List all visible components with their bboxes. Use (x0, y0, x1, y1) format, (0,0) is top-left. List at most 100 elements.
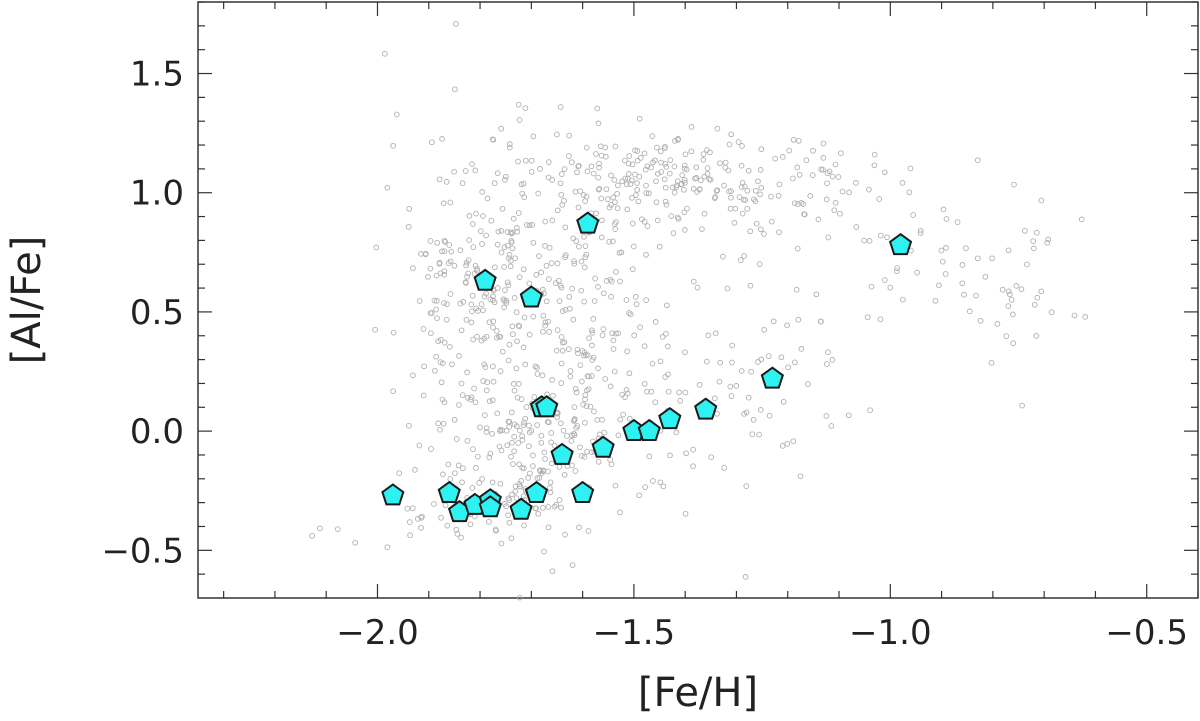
y-tick-label: 1.0 (130, 174, 184, 214)
highlighted-point (571, 480, 595, 503)
background-point (422, 251, 429, 258)
background-point (711, 395, 718, 402)
background-point (468, 301, 475, 308)
background-point (506, 255, 512, 261)
background-point (683, 450, 689, 457)
background-point (1033, 332, 1040, 339)
background-point (555, 277, 562, 284)
background-point (775, 192, 782, 199)
background-point (506, 144, 513, 151)
background-point (499, 205, 506, 212)
background-point (497, 480, 504, 487)
background-point (864, 314, 871, 321)
background-point (531, 394, 538, 400)
background-point (824, 361, 830, 367)
background-point (1038, 288, 1045, 295)
background-point (416, 298, 423, 304)
background-point (309, 532, 315, 539)
background-point (757, 407, 764, 413)
background-point (522, 105, 529, 111)
background-point (994, 321, 1001, 327)
background-point (528, 157, 535, 164)
background-point (558, 191, 565, 198)
background-point (500, 296, 507, 303)
background-point (571, 260, 578, 267)
background-point (599, 217, 605, 224)
background-point (871, 151, 878, 158)
background-point (536, 467, 543, 474)
background-point (682, 510, 689, 517)
background-point (564, 433, 570, 439)
background-point (728, 393, 735, 399)
background-point (502, 287, 508, 293)
background-point (634, 157, 641, 164)
background-point (744, 205, 751, 212)
background-point (558, 171, 565, 177)
background-point (479, 241, 485, 247)
background-point (464, 395, 471, 401)
background-point (966, 308, 973, 315)
background-point (845, 412, 852, 419)
background-point (456, 402, 462, 408)
highlighted-point (694, 397, 718, 420)
background-point (568, 438, 575, 444)
background-point (543, 298, 550, 305)
background-point (515, 322, 522, 329)
background-point (512, 488, 519, 495)
background-point (459, 392, 466, 398)
background-point (447, 199, 454, 206)
background-point (502, 173, 509, 180)
background-point (1019, 402, 1025, 409)
background-point (722, 164, 729, 171)
background-point (396, 470, 403, 477)
background-point (451, 416, 458, 423)
background-point (436, 176, 443, 183)
background-point (664, 343, 671, 350)
background-point (558, 334, 565, 340)
background-point (516, 323, 523, 330)
background-point (546, 244, 553, 251)
background-point (553, 347, 560, 354)
background-point (443, 316, 450, 323)
background-point (435, 420, 442, 427)
background-point (473, 465, 479, 471)
background-point (629, 194, 635, 201)
background-point (622, 175, 629, 182)
background-point (717, 359, 724, 366)
background-point (490, 297, 496, 304)
background-point (509, 323, 516, 330)
highlighted-point (760, 366, 784, 389)
background-point (571, 416, 578, 422)
background-point (406, 205, 413, 212)
background-point (490, 324, 496, 331)
background-point (446, 242, 453, 248)
background-point (456, 353, 462, 359)
y-axis-title: [Al/Fe] (4, 236, 50, 365)
background-point (1018, 286, 1025, 293)
background-point (574, 169, 580, 176)
background-point (803, 157, 810, 164)
background-point (575, 350, 581, 357)
background-point (705, 332, 712, 339)
background-point (1071, 312, 1078, 319)
background-point (755, 178, 761, 185)
background-point (521, 314, 528, 321)
background-point (776, 181, 783, 188)
background-point (835, 174, 842, 180)
background-point (439, 136, 445, 142)
background-point (731, 219, 738, 226)
background-point (871, 162, 878, 169)
background-point (478, 301, 485, 307)
background-point (549, 217, 556, 224)
background-point (482, 364, 489, 370)
background-point (495, 228, 502, 235)
background-point (487, 296, 494, 303)
background-point (467, 521, 474, 528)
background-point (498, 228, 505, 234)
background-point (602, 144, 609, 151)
background-point (717, 160, 723, 167)
background-point (652, 399, 659, 406)
background-point (572, 188, 579, 195)
background-point (455, 462, 462, 469)
highlighted-point (478, 495, 502, 518)
